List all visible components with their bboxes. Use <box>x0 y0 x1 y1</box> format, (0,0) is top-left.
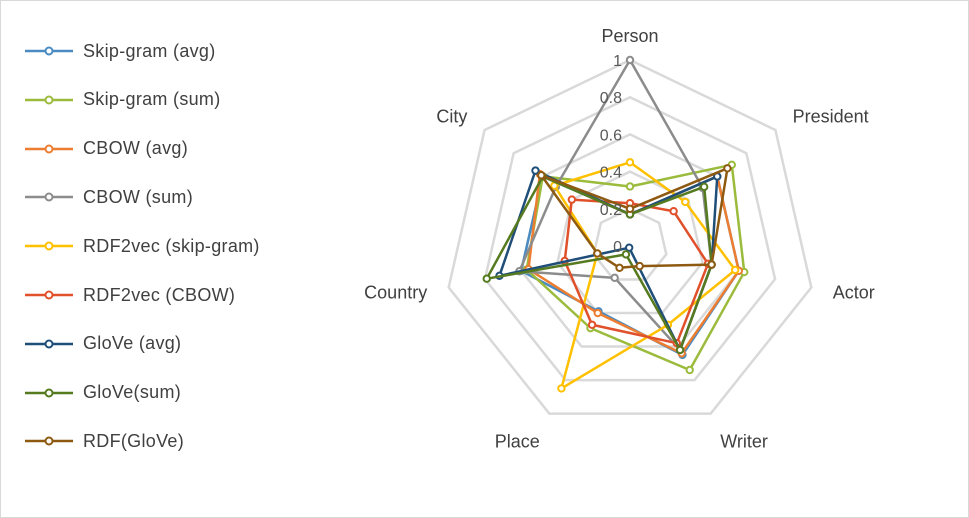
legend-swatch <box>25 290 73 300</box>
legend-label: Skip-gram (sum) <box>83 89 221 110</box>
tick-label: 0.4 <box>600 165 622 182</box>
axis-labels: Person President Actor Writer Place Country Ci… <box>364 26 875 451</box>
axis-label: Place <box>495 431 540 451</box>
data-point <box>625 55 635 65</box>
data-point <box>685 365 694 375</box>
data-point <box>681 197 690 207</box>
data-point <box>567 195 577 204</box>
radar-series <box>482 55 749 393</box>
data-point <box>707 260 716 269</box>
radar-grid <box>447 58 813 415</box>
data-point <box>557 384 566 393</box>
legend-item: RDF2vec (CBOW) <box>23 283 323 307</box>
data-point <box>593 249 602 258</box>
legend-label: GloVe (avg) <box>83 333 182 354</box>
axis-label: Actor <box>833 282 875 302</box>
axis-label: President <box>793 106 869 126</box>
data-point <box>723 164 732 173</box>
legend-label: CBOW (avg) <box>83 138 189 159</box>
tick-label: 0.6 <box>600 127 622 144</box>
data-point <box>635 261 644 271</box>
legend-swatch <box>25 144 73 154</box>
legend-swatch <box>25 46 73 56</box>
data-point <box>621 250 631 259</box>
legend-item: CBOW (avg) <box>23 137 323 161</box>
axis-label: Country <box>364 282 427 302</box>
legend-label: RDF2vec (skip-gram) <box>83 235 260 256</box>
tick-label: 0.2 <box>600 202 622 219</box>
series-line <box>525 163 746 372</box>
legend-item: Skip-gram (avg) <box>23 39 323 63</box>
series-line <box>553 161 737 390</box>
data-point <box>587 320 597 329</box>
data-point <box>615 263 624 272</box>
axis-label: City <box>436 106 467 126</box>
data-point <box>625 158 635 167</box>
legend-item: CBOW (sum) <box>23 185 323 209</box>
series-line <box>527 172 741 355</box>
legend-label: GloVe(sum) <box>83 382 182 403</box>
data-point <box>610 273 619 283</box>
legend-item: GloVe(sum) <box>23 381 323 405</box>
series-7 <box>482 172 716 355</box>
legend-label: Skip-gram (avg) <box>83 40 216 61</box>
legend-swatch <box>25 339 73 349</box>
legend-swatch <box>25 436 73 446</box>
data-point <box>625 204 635 214</box>
data-point <box>730 265 740 275</box>
series-8 <box>537 164 732 272</box>
legend-item: GloVe (avg) <box>23 332 323 356</box>
tick-label: 0 <box>613 239 622 256</box>
tick-labels: 0 0.2 0.4 0.6 0.8 1 <box>600 53 622 256</box>
series-line <box>540 167 729 270</box>
legend-item: Skip-gram (sum) <box>23 88 323 112</box>
legend-swatch <box>25 192 73 202</box>
data-point <box>669 207 678 216</box>
data-point <box>625 182 635 191</box>
legend-label: RDF(GloVe) <box>83 430 185 451</box>
series-line <box>498 169 719 352</box>
axis-label: Person <box>601 26 658 46</box>
tick-label: 0.8 <box>600 90 622 107</box>
legend-item: RDF(GloVe) <box>23 429 323 453</box>
legend-label: CBOW (sum) <box>83 186 193 207</box>
grid-ring <box>447 58 813 415</box>
data-point <box>699 182 709 192</box>
axis-label: Writer <box>720 431 768 451</box>
legend-item: RDF2vec (skip-gram) <box>23 234 323 258</box>
data-point <box>624 243 634 252</box>
data-point <box>537 171 546 180</box>
grid-ring <box>483 95 777 382</box>
data-point <box>531 166 540 175</box>
legend-swatch <box>25 241 73 251</box>
grid-ring <box>592 207 668 281</box>
series-line <box>485 175 713 352</box>
data-point <box>593 308 602 318</box>
data-point <box>482 274 491 283</box>
legend-swatch <box>25 95 73 105</box>
legend-label: RDF2vec (CBOW) <box>83 284 236 305</box>
legend-swatch <box>25 388 73 398</box>
series-line <box>518 58 713 352</box>
series-line <box>563 198 710 345</box>
data-point <box>675 345 685 355</box>
tick-label: 1 <box>613 53 622 70</box>
